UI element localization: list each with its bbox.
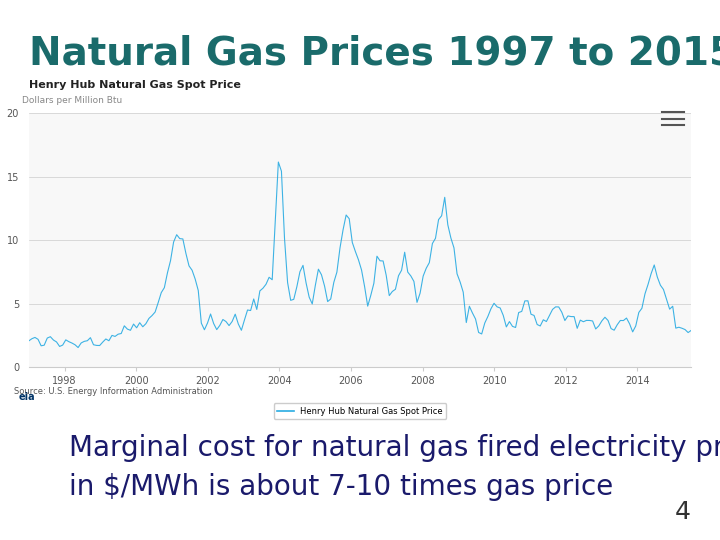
Text: I: I: [665, 44, 674, 64]
Text: eia: eia: [19, 392, 35, 402]
Text: Natural Gas Prices 1997 to 2015: Natural Gas Prices 1997 to 2015: [29, 34, 720, 72]
Text: Henry Hub Natural Gas Spot Price: Henry Hub Natural Gas Spot Price: [29, 80, 240, 90]
Legend: Henry Hub Natural Gas Spot Price: Henry Hub Natural Gas Spot Price: [274, 403, 446, 419]
Text: Marginal cost for natural gas fired electricity price
in $/MWh is about 7-10 tim: Marginal cost for natural gas fired elec…: [69, 434, 720, 501]
Text: 4: 4: [675, 500, 691, 524]
Text: Dollars per Million Btu: Dollars per Million Btu: [22, 96, 122, 105]
Text: Source: U.S. Energy Information Administration: Source: U.S. Energy Information Administ…: [14, 387, 213, 396]
